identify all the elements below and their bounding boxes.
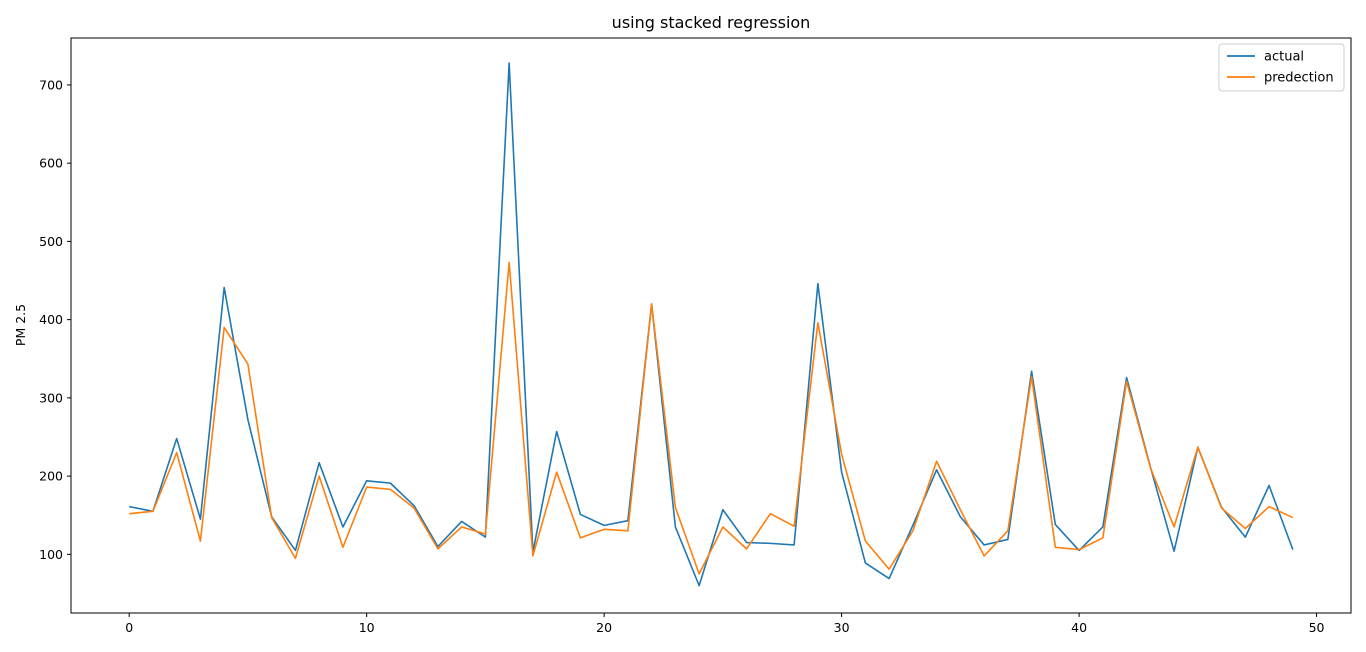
y-tick-label: 400 bbox=[39, 312, 63, 327]
x-tick-label: 20 bbox=[596, 620, 612, 635]
x-axis: 0 10 20 30 40 50 bbox=[125, 613, 1325, 635]
y-tick-label: 300 bbox=[39, 390, 63, 405]
x-tick-label: 30 bbox=[834, 620, 850, 635]
legend: actual predection bbox=[1218, 43, 1345, 92]
y-tick-label: 500 bbox=[39, 234, 63, 249]
y-tick-label: 100 bbox=[39, 547, 63, 562]
series-line-predection bbox=[129, 261, 1294, 575]
legend-label-actual: actual bbox=[1264, 50, 1304, 65]
plot-area bbox=[129, 62, 1294, 587]
series-line-actual bbox=[129, 62, 1294, 587]
y-axis-label: PM 2.5 bbox=[13, 304, 28, 346]
y-tick-label: 700 bbox=[39, 77, 63, 92]
chart-title: using stacked regression bbox=[612, 13, 811, 32]
x-tick-label: 40 bbox=[1071, 620, 1087, 635]
y-axis: 100 200 300 400 500 600 700 bbox=[39, 77, 71, 562]
x-tick-label: 50 bbox=[1309, 620, 1325, 635]
x-tick-label: 0 bbox=[125, 620, 133, 635]
x-tick-label: 10 bbox=[359, 620, 375, 635]
legend-label-predection: predection bbox=[1264, 71, 1334, 86]
y-tick-label: 200 bbox=[39, 469, 63, 484]
y-tick-label: 600 bbox=[39, 156, 63, 171]
plot-frame bbox=[70, 37, 1352, 614]
